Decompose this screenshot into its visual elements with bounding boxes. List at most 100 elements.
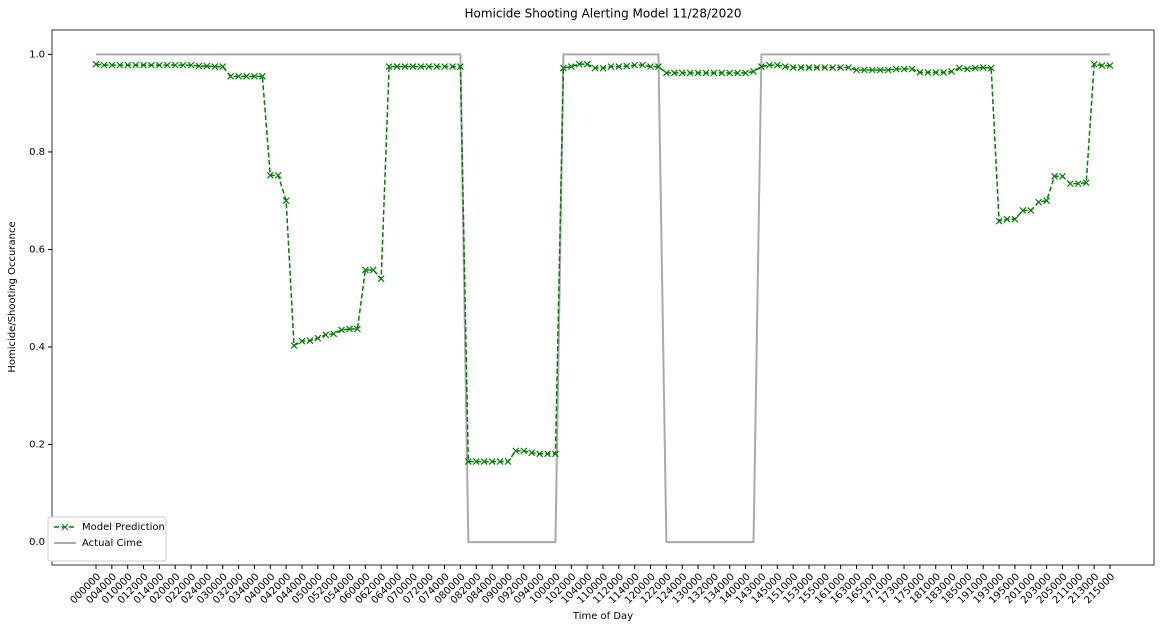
marker	[623, 62, 631, 70]
marker	[718, 69, 726, 77]
marker	[456, 63, 464, 71]
marker	[979, 64, 987, 71]
marker	[148, 61, 155, 69]
marker	[298, 337, 306, 345]
marker	[971, 64, 979, 72]
marker	[353, 325, 361, 333]
marker	[829, 64, 837, 71]
legend-marker	[61, 523, 69, 531]
y-tick-label: 0.2	[29, 440, 45, 451]
marker	[575, 60, 583, 68]
marker	[377, 275, 385, 283]
marker	[702, 69, 710, 77]
marker	[773, 61, 781, 69]
marker	[203, 62, 211, 70]
marker	[860, 66, 868, 74]
marker	[92, 60, 100, 68]
x-axis-label: Time of Day	[572, 611, 633, 622]
marker	[401, 63, 409, 71]
marker	[179, 61, 187, 69]
marker	[1090, 60, 1098, 68]
y-axis-label: Homicide/Shooting Occurance	[7, 221, 18, 372]
marker	[559, 64, 567, 72]
marker	[845, 64, 853, 71]
marker	[425, 63, 433, 71]
marker	[789, 64, 797, 71]
marker	[124, 61, 132, 69]
marker	[219, 63, 227, 71]
marker	[655, 63, 662, 71]
marker	[243, 72, 250, 80]
marker	[1035, 198, 1043, 206]
marker	[544, 450, 551, 458]
marker	[710, 69, 718, 77]
marker	[805, 64, 813, 71]
marker	[765, 61, 773, 69]
marker	[472, 458, 480, 466]
marker	[520, 447, 528, 455]
marker	[1098, 62, 1106, 70]
chart-title: Homicide Shooting Alerting Model 11/28/2…	[464, 7, 741, 21]
marker	[956, 64, 963, 72]
marker	[171, 61, 179, 69]
marker	[821, 64, 829, 71]
marker	[1043, 197, 1051, 205]
y-tick-label: 1.0	[29, 49, 45, 60]
marker	[639, 61, 647, 69]
marker	[496, 458, 504, 466]
marker	[567, 63, 575, 71]
marker	[884, 66, 892, 74]
marker	[504, 458, 512, 466]
marker	[108, 61, 116, 69]
marker	[409, 63, 417, 71]
marker	[140, 61, 147, 69]
legend-label: Actual Cime	[82, 538, 142, 549]
marker	[583, 60, 591, 68]
marker	[631, 61, 639, 69]
marker	[338, 326, 346, 334]
marker	[726, 69, 734, 77]
marker	[900, 65, 908, 73]
marker	[536, 450, 544, 458]
marker	[868, 66, 876, 74]
marker	[266, 171, 274, 179]
marker	[1019, 207, 1027, 214]
y-tick-label: 0.0	[29, 537, 45, 548]
marker	[552, 450, 559, 458]
marker	[1051, 172, 1058, 180]
marker	[314, 334, 322, 342]
y-tick-label: 0.6	[29, 244, 45, 255]
marker	[393, 63, 401, 71]
marker	[100, 61, 108, 69]
marker	[591, 64, 599, 72]
marker	[1106, 62, 1114, 70]
marker	[282, 197, 290, 205]
marker	[433, 63, 441, 71]
marker	[932, 69, 940, 76]
marker	[488, 458, 496, 466]
marker	[274, 171, 282, 179]
marker	[1074, 180, 1082, 188]
marker	[876, 66, 884, 74]
marker	[750, 68, 757, 75]
marker	[1059, 172, 1066, 180]
marker	[599, 64, 607, 72]
marker	[615, 63, 623, 71]
marker	[132, 61, 140, 69]
marker	[670, 69, 678, 77]
marker	[916, 69, 924, 76]
marker	[449, 63, 456, 71]
marker	[758, 63, 765, 71]
marker	[694, 69, 702, 77]
legend-box	[47, 516, 167, 562]
marker	[647, 63, 654, 71]
marker	[251, 72, 258, 80]
marker	[607, 63, 615, 71]
legend-label: Model Prediction	[82, 522, 165, 533]
marker	[512, 447, 520, 455]
marker	[211, 63, 219, 71]
marker	[908, 65, 916, 73]
plot-frame	[51, 29, 1155, 566]
